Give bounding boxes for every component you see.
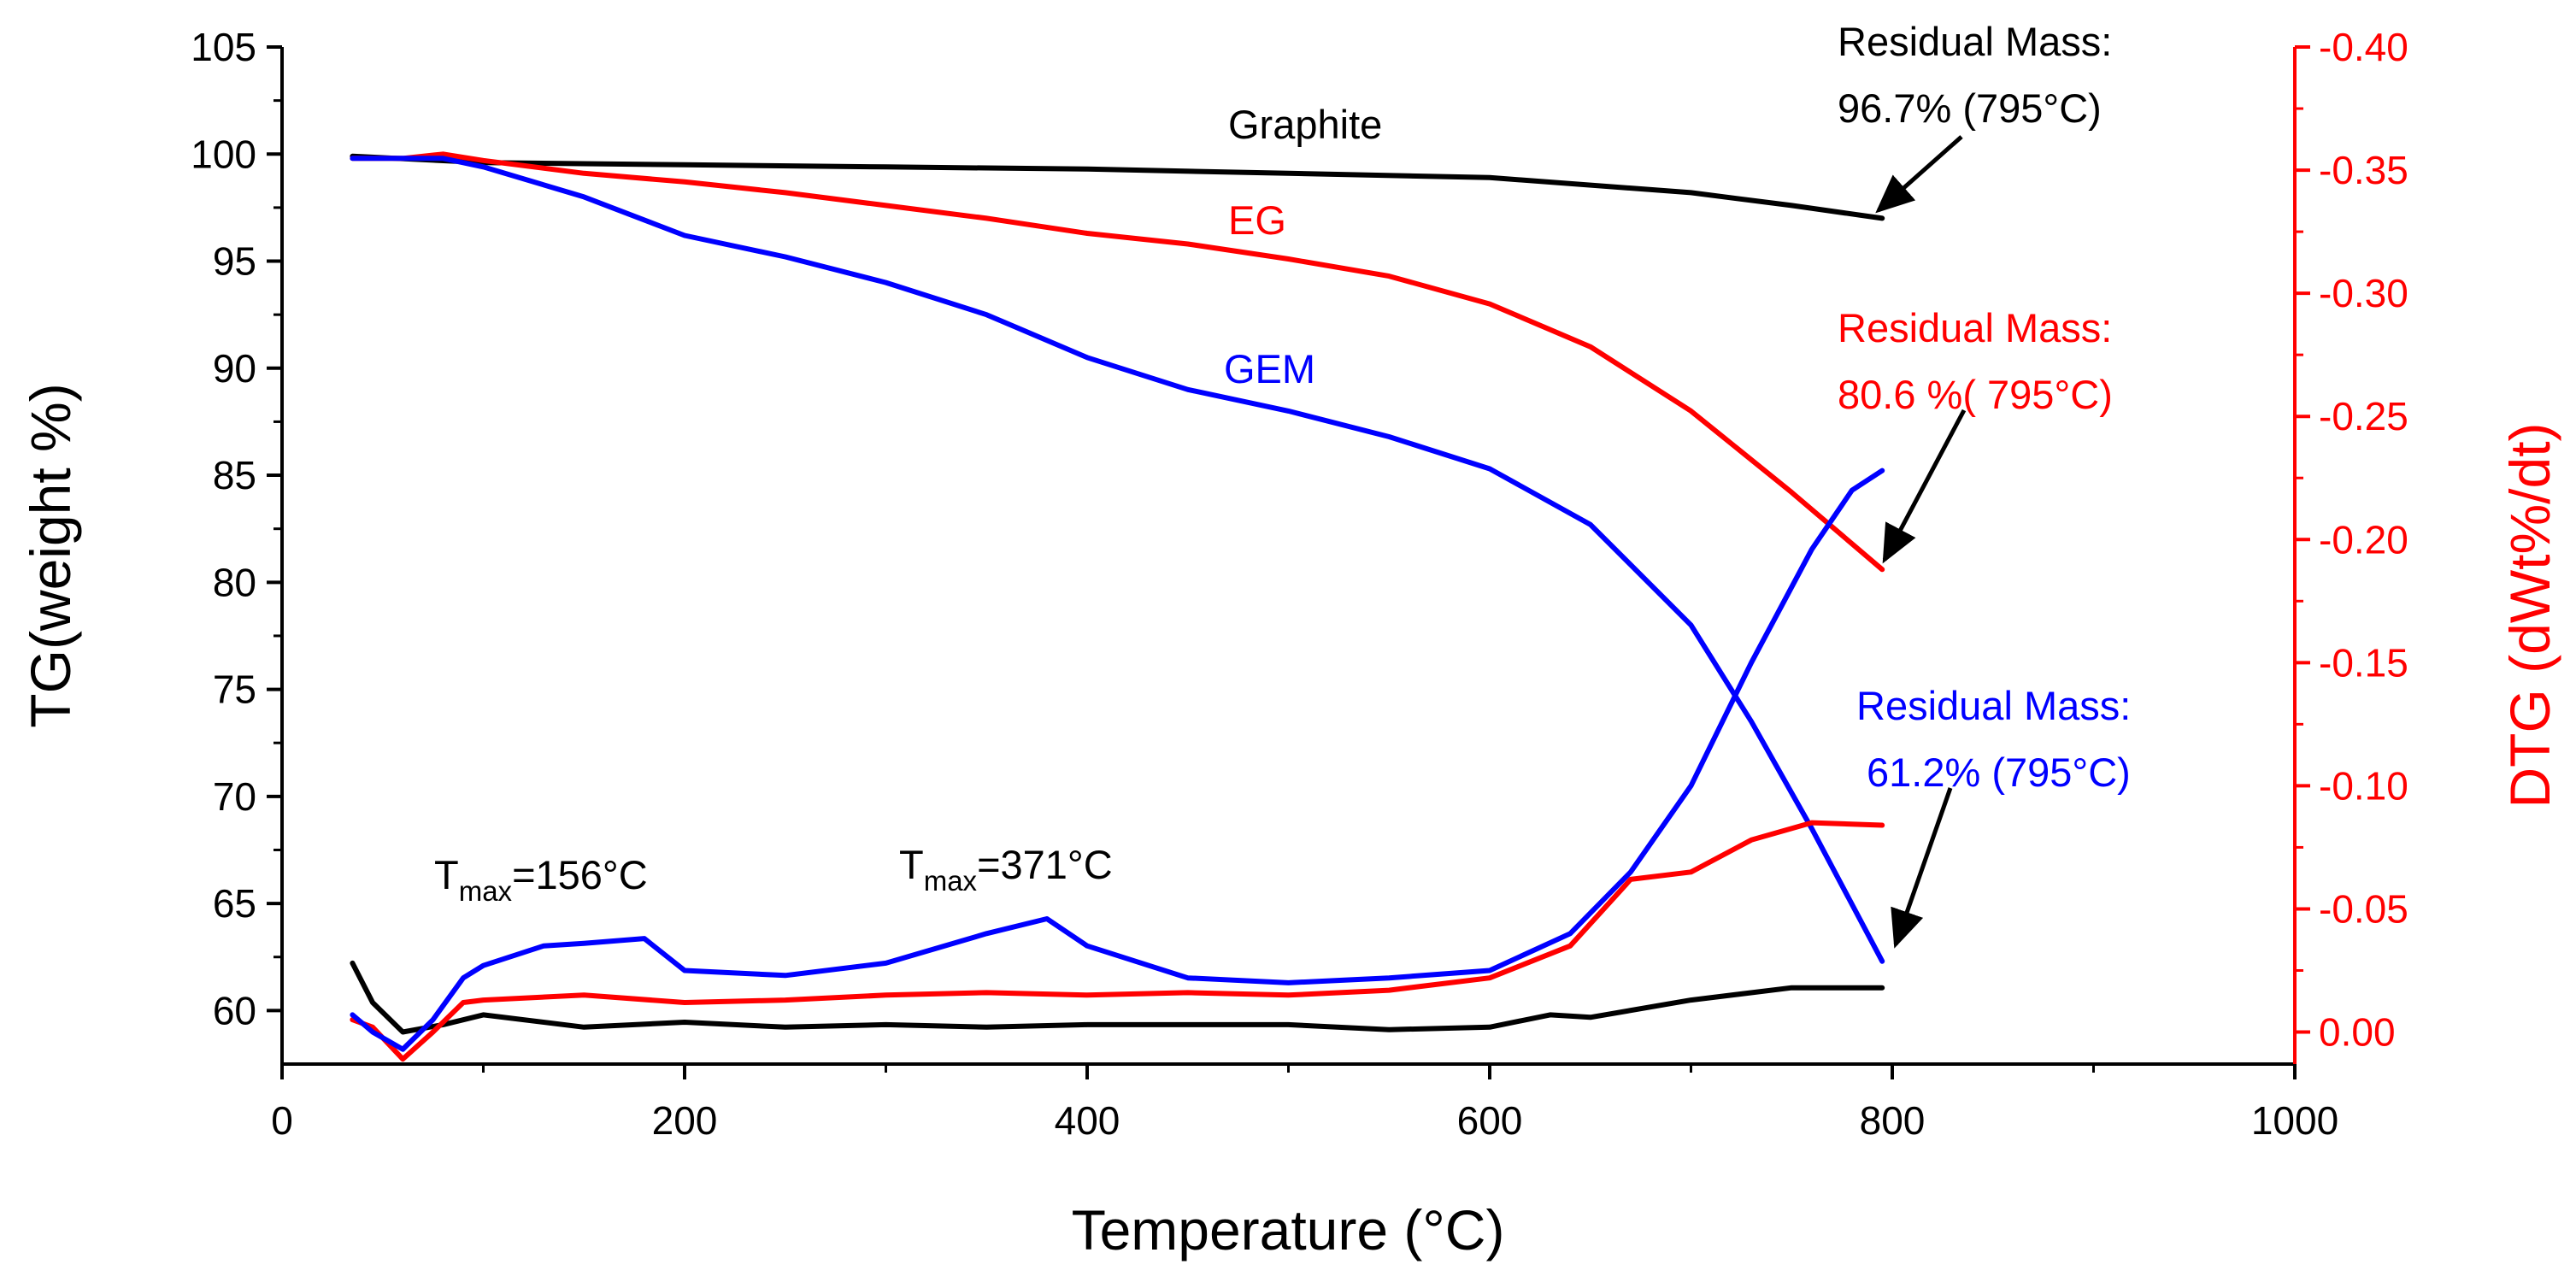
rm-graphite-title: Residual Mass:: [1838, 19, 2112, 64]
rm-graphite-value: 96.7% (795°C): [1838, 85, 2102, 131]
graphite-label: Graphite: [1228, 102, 1382, 147]
y-left-tick-label: 65: [213, 881, 256, 926]
rm-eg-arrow: [1882, 409, 1967, 564]
ticks-group: 0 200 400 600 800 1000 60 65 70 75 80 85 90 95 100 105 0…: [191, 25, 2408, 1143]
y-left-tick-label: 90: [213, 346, 256, 391]
x-tick-label: 400: [1055, 1098, 1120, 1143]
y-right-tick-label: 0.00: [2319, 1010, 2396, 1055]
eg-label: EG: [1228, 197, 1286, 243]
y-right-tick-label: -0.35: [2319, 148, 2408, 192]
y-right-axis-title: DTG (dWt%/dt): [2498, 422, 2561, 808]
y-left-tick-label: 105: [191, 25, 256, 69]
series-line-gem: [350, 156, 1885, 964]
rm-eg-title: Residual Mass:: [1838, 305, 2112, 350]
x-tick-label: 800: [1860, 1098, 1926, 1143]
x-axis-title: Temperature (°C): [1072, 1198, 1505, 1262]
x-tick-label: 200: [652, 1098, 718, 1143]
y-right-tick-label: -0.30: [2319, 271, 2408, 315]
y-left-tick-label: 80: [213, 560, 256, 604]
series-line-graphite: [350, 153, 1885, 221]
y-right-tick-label: -0.15: [2319, 640, 2408, 685]
rm-graphite-arrow: [1875, 135, 1963, 214]
y-right-tick-label: -0.20: [2319, 517, 2408, 562]
y-left-tick-label: 70: [213, 774, 256, 819]
series-line-gem-dtg: [350, 468, 1885, 1052]
rm-gem-title: Residual Mass:: [1856, 683, 2131, 728]
y-right-tick-label: -0.05: [2319, 886, 2408, 931]
x-tick-label: 1000: [2251, 1098, 2338, 1143]
y-right-tick-label: -0.10: [2319, 763, 2408, 808]
x-tick-label: 600: [1457, 1098, 1523, 1143]
series-group: [350, 151, 1885, 1062]
rm-gem-arrow: [1891, 787, 1953, 949]
y-left-tick-label: 60: [213, 988, 256, 1032]
y-left-tick-label: 100: [191, 132, 256, 176]
y-left-axis-title: TG(weight %): [19, 383, 82, 727]
x-tick-label: 0: [271, 1098, 293, 1143]
series-line-graphite-dtg: [350, 960, 1885, 1035]
y-right-tick-label: -0.25: [2319, 394, 2408, 438]
y-right-tick-label: -0.40: [2319, 25, 2408, 69]
rm-gem-value: 61.2% (795°C): [1867, 750, 2131, 795]
y-left-tick-label: 75: [213, 668, 256, 712]
tmax1-annotation: Tmax=156°C: [434, 852, 648, 907]
rm-eg-value: 80.6 %( 795°C): [1838, 372, 2113, 417]
series-line-eg: [350, 151, 1885, 573]
y-left-tick-label: 95: [213, 239, 256, 284]
y-left-tick-label: 85: [213, 453, 256, 497]
tmax2-annotation: Tmax=371°C: [899, 842, 1113, 897]
gem-label: GEM: [1224, 346, 1315, 391]
series-line-eg-dtg: [350, 820, 1885, 1062]
